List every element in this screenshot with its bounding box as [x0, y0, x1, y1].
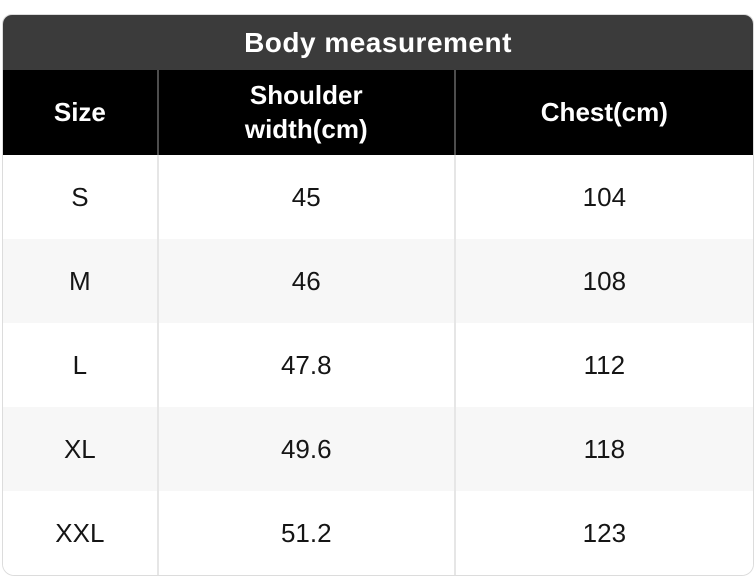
column-header-size: Size	[3, 70, 157, 155]
table-cell-size: M	[69, 265, 91, 296]
table-cell-chest: 104	[453, 155, 753, 239]
column-header-shoulder-width-label: Shoulder width(cm)	[244, 79, 368, 144]
table-row-l: L 47.8 112	[3, 323, 753, 407]
table-row-xl: XL 49.6 118	[3, 407, 753, 491]
table-row-s: S 45 104	[3, 155, 753, 239]
table-cell-chest: 112	[453, 323, 753, 407]
body-measurement-table: Body measurement Size Shoulder width(cm)…	[2, 14, 754, 576]
table-cell-shoulder-width: 45	[156, 155, 454, 239]
table-cell-size: S	[71, 181, 89, 212]
table-cell-size: XL	[63, 433, 96, 464]
table-cell-shoulder-width: 46	[156, 239, 454, 323]
table-row-xxl: XXL 51.2 123	[3, 491, 753, 575]
column-header-chest: Chest(cm)	[453, 70, 753, 155]
table-cell-chest: 108	[453, 239, 753, 323]
table-header-row: Size Shoulder width(cm) Chest(cm)	[3, 70, 753, 155]
table-title: Body measurement	[244, 26, 512, 58]
table-cell-size: XXL	[55, 517, 105, 548]
table-row-m: M 46 108	[3, 239, 753, 323]
table-cell-shoulder-width: 51.2	[156, 491, 454, 575]
column-header-chest-label: Chest(cm)	[540, 96, 668, 127]
table-cell-chest: 118	[453, 407, 753, 491]
table-cell-size: L	[72, 349, 88, 380]
column-header-size-label: Size	[53, 96, 106, 127]
column-header-shoulder-width: Shoulder width(cm)	[156, 70, 454, 155]
table-cell-shoulder-width: 49.6	[156, 407, 454, 491]
table-title-bar: Body measurement	[3, 15, 753, 70]
table-cell-chest: 123	[453, 491, 753, 575]
table-cell-shoulder-width: 47.8	[156, 323, 454, 407]
